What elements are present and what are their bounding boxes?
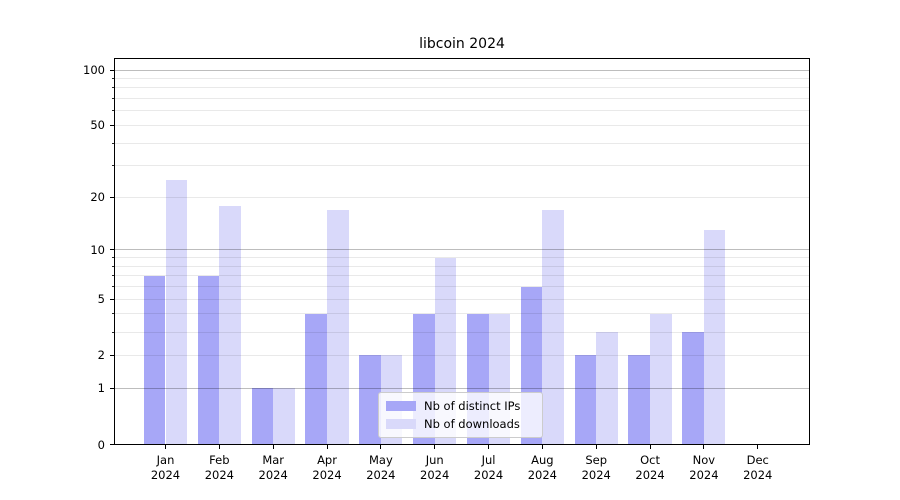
- grid-line-minor: [114, 142, 810, 144]
- bar-downloads-aug: [542, 209, 564, 445]
- x-axis-tick-label: Nov 2024: [689, 452, 719, 482]
- bar-ips-oct: [628, 355, 651, 445]
- x-axis-tick-label: Oct 2024: [635, 452, 665, 482]
- grid-line-minor: [114, 298, 810, 300]
- x-tick-mark: [541, 444, 543, 449]
- bar-downloads-oct: [650, 313, 672, 445]
- grid-line-minor: [114, 77, 810, 79]
- grid-line-minor: [114, 98, 810, 100]
- y-axis-tick-label: 100: [83, 63, 105, 77]
- grid-line-minor: [114, 354, 810, 356]
- x-tick-mark: [595, 444, 597, 449]
- grid-line-major: [114, 69, 810, 71]
- bar-downloads-apr: [327, 209, 349, 445]
- bar-downloads-nov: [703, 230, 726, 445]
- grid-line-minor: [114, 275, 810, 277]
- y-minor-tick-mark: [111, 142, 114, 144]
- legend-item-distinct-ips: Nb of distinct IPs: [386, 399, 534, 413]
- bar-ips-mar: [251, 388, 274, 445]
- y-minor-tick-mark: [111, 124, 114, 126]
- bar-downloads-feb: [219, 205, 241, 445]
- bar-downloads-mar: [273, 388, 295, 445]
- bar-ips-nov: [682, 332, 704, 445]
- y-tick-mark: [110, 249, 114, 251]
- grid-line-minor: [114, 124, 810, 126]
- y-minor-tick-mark: [111, 165, 114, 167]
- y-axis-tick-label: 10: [90, 242, 105, 257]
- bar-ips-feb: [197, 275, 220, 445]
- x-tick-mark: [165, 444, 166, 449]
- chart-title: libcoin 2024: [419, 36, 505, 52]
- grid-line-minor: [114, 87, 810, 89]
- x-axis-tick-label: Feb 2024: [204, 452, 234, 482]
- x-axis-tick-label: Mar 2024: [258, 452, 288, 482]
- y-minor-tick-mark: [111, 313, 114, 315]
- bar-downloads-jan: [165, 180, 188, 445]
- x-axis-tick-label: Sep 2024: [581, 452, 611, 482]
- y-minor-tick-mark: [111, 257, 114, 259]
- x-tick-mark: [488, 444, 490, 449]
- y-minor-tick-mark: [111, 98, 114, 100]
- grid-line-minor: [114, 257, 810, 259]
- y-minor-tick-mark: [111, 77, 114, 79]
- x-axis-tick-label: Jul 2024: [473, 452, 504, 482]
- bar-ips-apr: [305, 313, 327, 445]
- x-tick-mark: [272, 444, 274, 449]
- y-axis-tick-label: 2: [97, 348, 105, 363]
- x-axis-tick-label: Jan 2024: [150, 452, 181, 482]
- legend-swatch-distinct-ips: [386, 401, 416, 411]
- y-minor-tick-mark: [111, 265, 114, 267]
- grid-line-minor: [114, 313, 810, 315]
- x-tick-mark: [757, 444, 759, 449]
- legend-label-downloads: Nb of downloads: [424, 417, 520, 431]
- x-axis-tick-label: May 2024: [366, 452, 396, 482]
- y-axis-tick-label: 5: [97, 292, 105, 307]
- x-axis-tick-label: Jun 2024: [420, 452, 450, 482]
- y-minor-tick-mark: [111, 110, 114, 112]
- x-tick-mark: [218, 444, 220, 449]
- y-minor-tick-mark: [111, 331, 114, 333]
- bar-ips-jan: [143, 275, 166, 445]
- grid-line-major: [114, 249, 810, 251]
- legend-label-distinct-ips: Nb of distinct IPs: [424, 399, 521, 413]
- grid-line-minor: [114, 110, 810, 112]
- y-minor-tick-mark: [111, 354, 114, 356]
- bar-ips-sep: [574, 355, 597, 445]
- grid-line-major: [114, 387, 810, 389]
- bar-ips-may: [359, 355, 381, 445]
- legend-swatch-downloads: [386, 419, 416, 429]
- y-axis-tick-label: 20: [90, 190, 105, 205]
- x-tick-mark: [649, 444, 651, 449]
- y-tick-mark: [110, 69, 114, 71]
- x-axis-tick-label: Dec 2024: [743, 452, 773, 482]
- grid-line-minor: [114, 331, 810, 333]
- y-minor-tick-mark: [111, 298, 114, 300]
- grid-line-minor: [114, 286, 810, 288]
- plot-border: [114, 57, 810, 445]
- y-minor-tick-mark: [111, 275, 114, 277]
- y-tick-mark: [110, 387, 114, 389]
- y-tick-mark: [110, 444, 114, 445]
- y-axis-tick-label: 1: [97, 381, 105, 396]
- grid-line-minor: [114, 265, 810, 267]
- x-axis-tick-label: Apr 2024: [312, 452, 342, 482]
- x-tick-mark: [326, 444, 328, 449]
- y-axis-tick-label: 50: [90, 118, 105, 133]
- y-axis-tick-label: 0: [97, 437, 105, 452]
- grid-line-minor: [114, 196, 810, 198]
- bar-downloads-sep: [596, 332, 618, 445]
- x-tick-mark: [434, 444, 436, 449]
- grid-line-minor: [114, 165, 810, 167]
- y-minor-tick-mark: [111, 87, 114, 89]
- y-minor-tick-mark: [111, 196, 114, 198]
- x-tick-mark: [380, 444, 382, 449]
- legend-item-downloads: Nb of downloads: [386, 417, 534, 431]
- x-axis-tick-label: Aug 2024: [527, 452, 558, 482]
- x-tick-mark: [703, 444, 705, 449]
- legend: Nb of distinct IPs Nb of downloads: [378, 392, 543, 438]
- y-minor-tick-mark: [111, 286, 114, 288]
